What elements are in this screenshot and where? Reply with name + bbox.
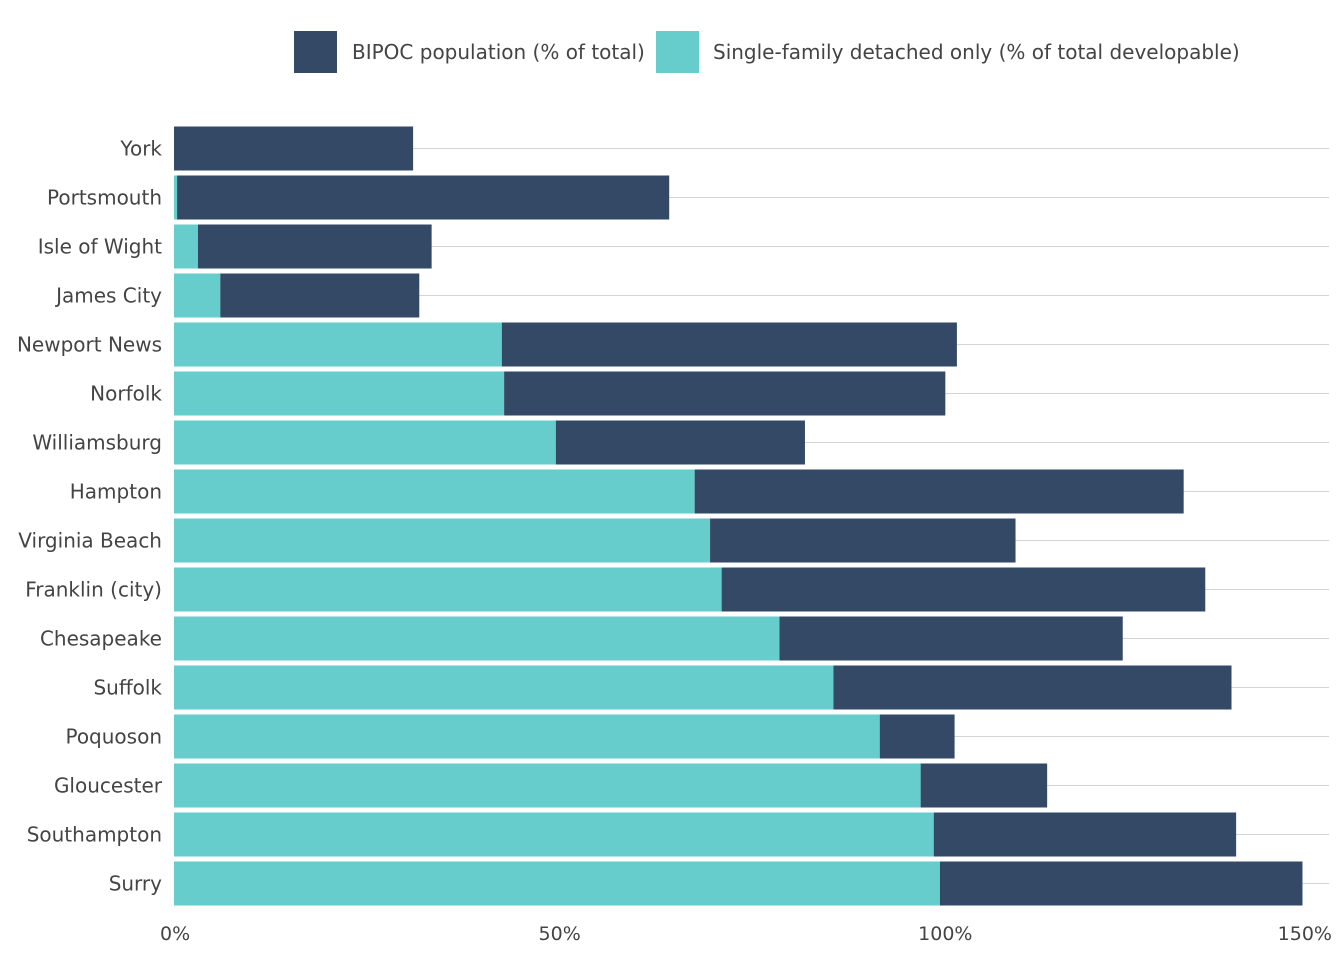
bar-single-family-7 [174, 469, 695, 514]
category-label: Portsmouth [47, 186, 162, 210]
category-label: Surry [109, 872, 162, 896]
bar-bipoc-13 [920, 763, 1048, 808]
bar-single-family-2 [174, 224, 198, 269]
bars [174, 126, 1303, 906]
bar-bipoc-8 [710, 518, 1016, 563]
legend-swatch-1 [294, 31, 337, 73]
bar-bipoc-9 [721, 567, 1206, 612]
category-label: Poquoson [65, 725, 162, 749]
category-label: York [119, 137, 162, 161]
x-tick-label: 0% [160, 923, 190, 945]
legend-swatch-2 [656, 31, 699, 73]
bar-single-family-3 [174, 273, 221, 318]
legend: BIPOC population (% of total) Single-fami… [294, 31, 1240, 73]
legend-label-1: BIPOC population (% of total) [352, 40, 645, 64]
bar-bipoc-3 [220, 273, 420, 318]
category-label: Norfolk [90, 382, 162, 406]
category-label: Chesapeake [40, 627, 162, 651]
category-label: Hampton [70, 480, 162, 504]
x-tick-label: 50% [539, 923, 581, 945]
category-label: Gloucester [54, 774, 163, 798]
bar-bipoc-12 [879, 714, 955, 759]
bar-bipoc-2 [197, 224, 432, 269]
bar-single-family-13 [174, 763, 921, 808]
bar-single-family-8 [174, 518, 711, 563]
category-label: Suffolk [93, 676, 162, 700]
bar-bipoc-15 [939, 861, 1303, 906]
category-label: James City [54, 284, 162, 308]
x-axis-ticks: 0% 50% 100% 150% [160, 923, 1332, 945]
category-label: Newport News [17, 333, 162, 357]
bar-single-family-12 [174, 714, 880, 759]
category-label: Southampton [27, 823, 162, 847]
x-tick-label: 150% [1278, 923, 1332, 945]
bar-single-family-14 [174, 812, 934, 857]
bar-bipoc-10 [779, 616, 1123, 661]
x-tick-label: 100% [918, 923, 972, 945]
bar-single-family-1 [174, 175, 178, 220]
bar-single-family-5 [174, 371, 505, 416]
bar-bipoc-1 [177, 175, 670, 220]
category-label: Williamsburg [32, 431, 162, 455]
bar-bipoc-11 [833, 665, 1232, 710]
category-labels: York Portsmouth Isle of Wight James City New… [17, 137, 163, 896]
bar-bipoc-5 [504, 371, 946, 416]
bar-single-family-4 [174, 322, 502, 367]
bar-single-family-6 [174, 420, 556, 465]
legend-label-2: Single-family detached only (% of total … [713, 40, 1240, 64]
category-label: Virginia Beach [18, 529, 162, 553]
bar-bipoc-14 [933, 812, 1237, 857]
bar-bipoc-0 [174, 126, 414, 171]
bar-single-family-15 [174, 861, 940, 906]
bar-bipoc-4 [501, 322, 957, 367]
bar-single-family-9 [174, 567, 722, 612]
category-label: Isle of Wight [38, 235, 162, 259]
bar-single-family-11 [174, 665, 834, 710]
bar-single-family-10 [174, 616, 780, 661]
bar-bipoc-7 [694, 469, 1184, 514]
bar-bipoc-6 [555, 420, 805, 465]
category-label: Franklin (city) [25, 578, 162, 602]
